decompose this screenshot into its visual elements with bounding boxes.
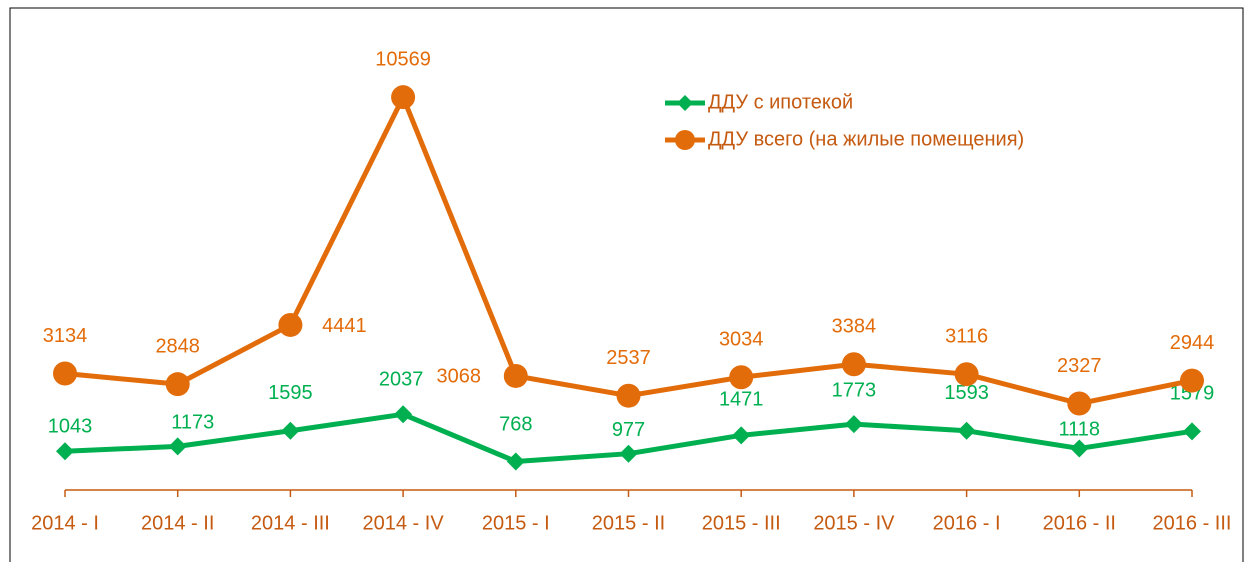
legend-label: ДДУ всего (на жилые помещения): [708, 128, 1024, 150]
x-tick-label: 2014 - I: [31, 512, 99, 534]
point: [841, 352, 866, 377]
x-tick-label: 2016 - II: [1043, 512, 1116, 534]
x-tick-label: 2014 - III: [251, 512, 330, 534]
data-label: 3116: [945, 325, 988, 347]
data-label: 10569: [375, 48, 431, 70]
data-label: 768: [499, 414, 532, 436]
point: [616, 383, 641, 408]
point: [165, 372, 190, 397]
point: [957, 421, 976, 440]
data-label: 1173: [171, 412, 214, 434]
point: [1067, 391, 1092, 416]
data-label: 977: [612, 419, 645, 441]
point: [168, 437, 187, 456]
data-label: 3134: [43, 325, 88, 347]
point: [394, 405, 413, 424]
point: [954, 362, 979, 387]
data-label: 1773: [832, 379, 877, 401]
data-label: 1595: [268, 382, 313, 404]
point: [1070, 439, 1089, 458]
point: [619, 444, 638, 463]
point: [56, 442, 74, 461]
data-label: 1043: [48, 416, 93, 438]
point: [732, 426, 751, 445]
data-label: 4441: [322, 315, 367, 337]
data-label: 2537: [606, 347, 651, 369]
data-label: 1118: [1059, 419, 1101, 441]
point: [1183, 422, 1201, 441]
x-tick-label: 2015 - II: [592, 512, 665, 534]
data-label: 1579: [1170, 383, 1215, 405]
point: [506, 452, 525, 471]
x-tick-label: 2014 - II: [141, 512, 214, 534]
legend-marker: [675, 130, 695, 150]
x-tick-label: 2015 - I: [482, 512, 550, 534]
point: [53, 361, 77, 386]
point: [278, 312, 303, 337]
point: [1180, 368, 1204, 393]
legend-label: ДДУ с ипотекой: [708, 91, 853, 113]
data-label: 2037: [379, 369, 424, 391]
data-label: 3068: [437, 365, 482, 387]
data-label: 1593: [944, 382, 989, 404]
point: [391, 85, 416, 110]
x-tick-label: 2015 - IV: [813, 512, 895, 534]
x-tick-label: 2014 - IV: [363, 512, 445, 534]
data-label: 1471: [719, 389, 764, 411]
data-label: 2327: [1057, 355, 1102, 377]
data-label: 2848: [155, 335, 200, 357]
x-tick-label: 2015 - III: [702, 512, 781, 534]
point: [503, 363, 528, 388]
chart-frame: [9, 7, 1244, 562]
legend-marker: [677, 95, 693, 111]
data-label: 3384: [832, 316, 877, 338]
point: [729, 365, 754, 390]
point: [281, 421, 300, 440]
data-label: 3034: [719, 329, 764, 351]
point: [844, 415, 863, 434]
data-label: 2944: [1170, 332, 1215, 354]
x-tick-label: 2016 - I: [933, 512, 1001, 534]
x-tick-label: 2016 - III: [1153, 512, 1232, 534]
